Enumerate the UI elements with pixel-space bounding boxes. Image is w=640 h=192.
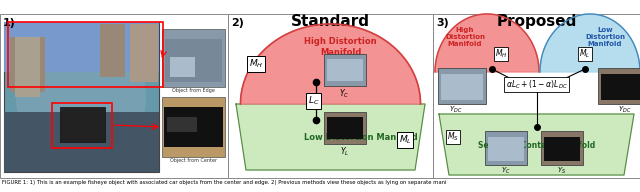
Bar xyxy=(541,131,582,165)
Bar xyxy=(601,74,640,100)
Bar xyxy=(52,103,112,148)
Text: $M_L$: $M_L$ xyxy=(579,48,591,60)
Bar xyxy=(228,14,433,178)
Bar xyxy=(543,137,579,161)
Text: Object from Edge: Object from Edge xyxy=(172,88,215,93)
Text: Semantic Context Manifold: Semantic Context Manifold xyxy=(478,141,595,150)
Text: $M_H$: $M_H$ xyxy=(249,58,263,70)
Text: Object from Center: Object from Center xyxy=(170,158,217,163)
Ellipse shape xyxy=(16,25,146,170)
Text: Low Distortion Manifold: Low Distortion Manifold xyxy=(303,132,417,142)
Bar xyxy=(433,14,640,178)
Bar xyxy=(323,112,365,144)
Bar xyxy=(488,137,524,161)
Text: $M_L$: $M_L$ xyxy=(399,134,412,146)
Bar xyxy=(130,24,158,82)
Bar xyxy=(598,68,640,104)
Bar xyxy=(326,59,362,81)
Bar xyxy=(441,74,483,100)
Polygon shape xyxy=(540,14,640,72)
Bar xyxy=(60,107,105,142)
Text: $Y_L$: $Y_L$ xyxy=(340,145,349,157)
Bar xyxy=(0,14,228,178)
Bar xyxy=(326,117,362,139)
Text: High
Distortion
Manifold: High Distortion Manifold xyxy=(445,27,485,47)
Text: Standard: Standard xyxy=(291,14,370,29)
Text: $\alpha L_C + (1-\alpha)L_{DC}$: $\alpha L_C + (1-\alpha)L_{DC}$ xyxy=(506,79,568,91)
Bar xyxy=(15,37,40,97)
Polygon shape xyxy=(439,114,634,175)
Text: Proposed: Proposed xyxy=(496,14,577,29)
Bar xyxy=(162,29,225,87)
Bar xyxy=(167,117,197,132)
Bar xyxy=(4,22,159,72)
Bar xyxy=(170,57,195,77)
Bar xyxy=(10,37,45,92)
Text: FIGURE 1: 1) This is an example fisheye object with associated car objects from : FIGURE 1: 1) This is an example fisheye … xyxy=(2,180,447,185)
Bar xyxy=(438,68,486,104)
Text: $L_C$: $L_C$ xyxy=(308,95,319,107)
Text: 2): 2) xyxy=(231,18,244,28)
Text: $Y_S$: $Y_S$ xyxy=(557,166,566,176)
Bar xyxy=(165,39,222,82)
Bar xyxy=(4,112,159,172)
Polygon shape xyxy=(435,14,539,72)
Text: $Y_{DC}$: $Y_{DC}$ xyxy=(618,105,632,115)
Bar xyxy=(8,22,163,87)
Text: $Y_{DC}$: $Y_{DC}$ xyxy=(449,105,463,115)
Bar xyxy=(323,54,365,86)
Polygon shape xyxy=(241,24,420,104)
Polygon shape xyxy=(236,104,425,170)
Text: 3): 3) xyxy=(436,18,449,28)
Text: 1): 1) xyxy=(3,18,16,28)
Bar xyxy=(100,24,125,77)
Bar xyxy=(4,22,159,172)
Bar xyxy=(162,97,225,157)
Text: $Y_C$: $Y_C$ xyxy=(500,166,510,176)
Text: $M_H$: $M_H$ xyxy=(495,48,508,60)
Bar xyxy=(484,131,527,165)
Text: $Y_C$: $Y_C$ xyxy=(339,87,349,99)
Text: High Distortion
Manifold: High Distortion Manifold xyxy=(304,37,377,57)
Text: $M_S$: $M_S$ xyxy=(447,131,459,143)
Bar xyxy=(164,107,223,147)
Text: Low
Distortion
Manifold: Low Distortion Manifold xyxy=(585,27,625,47)
